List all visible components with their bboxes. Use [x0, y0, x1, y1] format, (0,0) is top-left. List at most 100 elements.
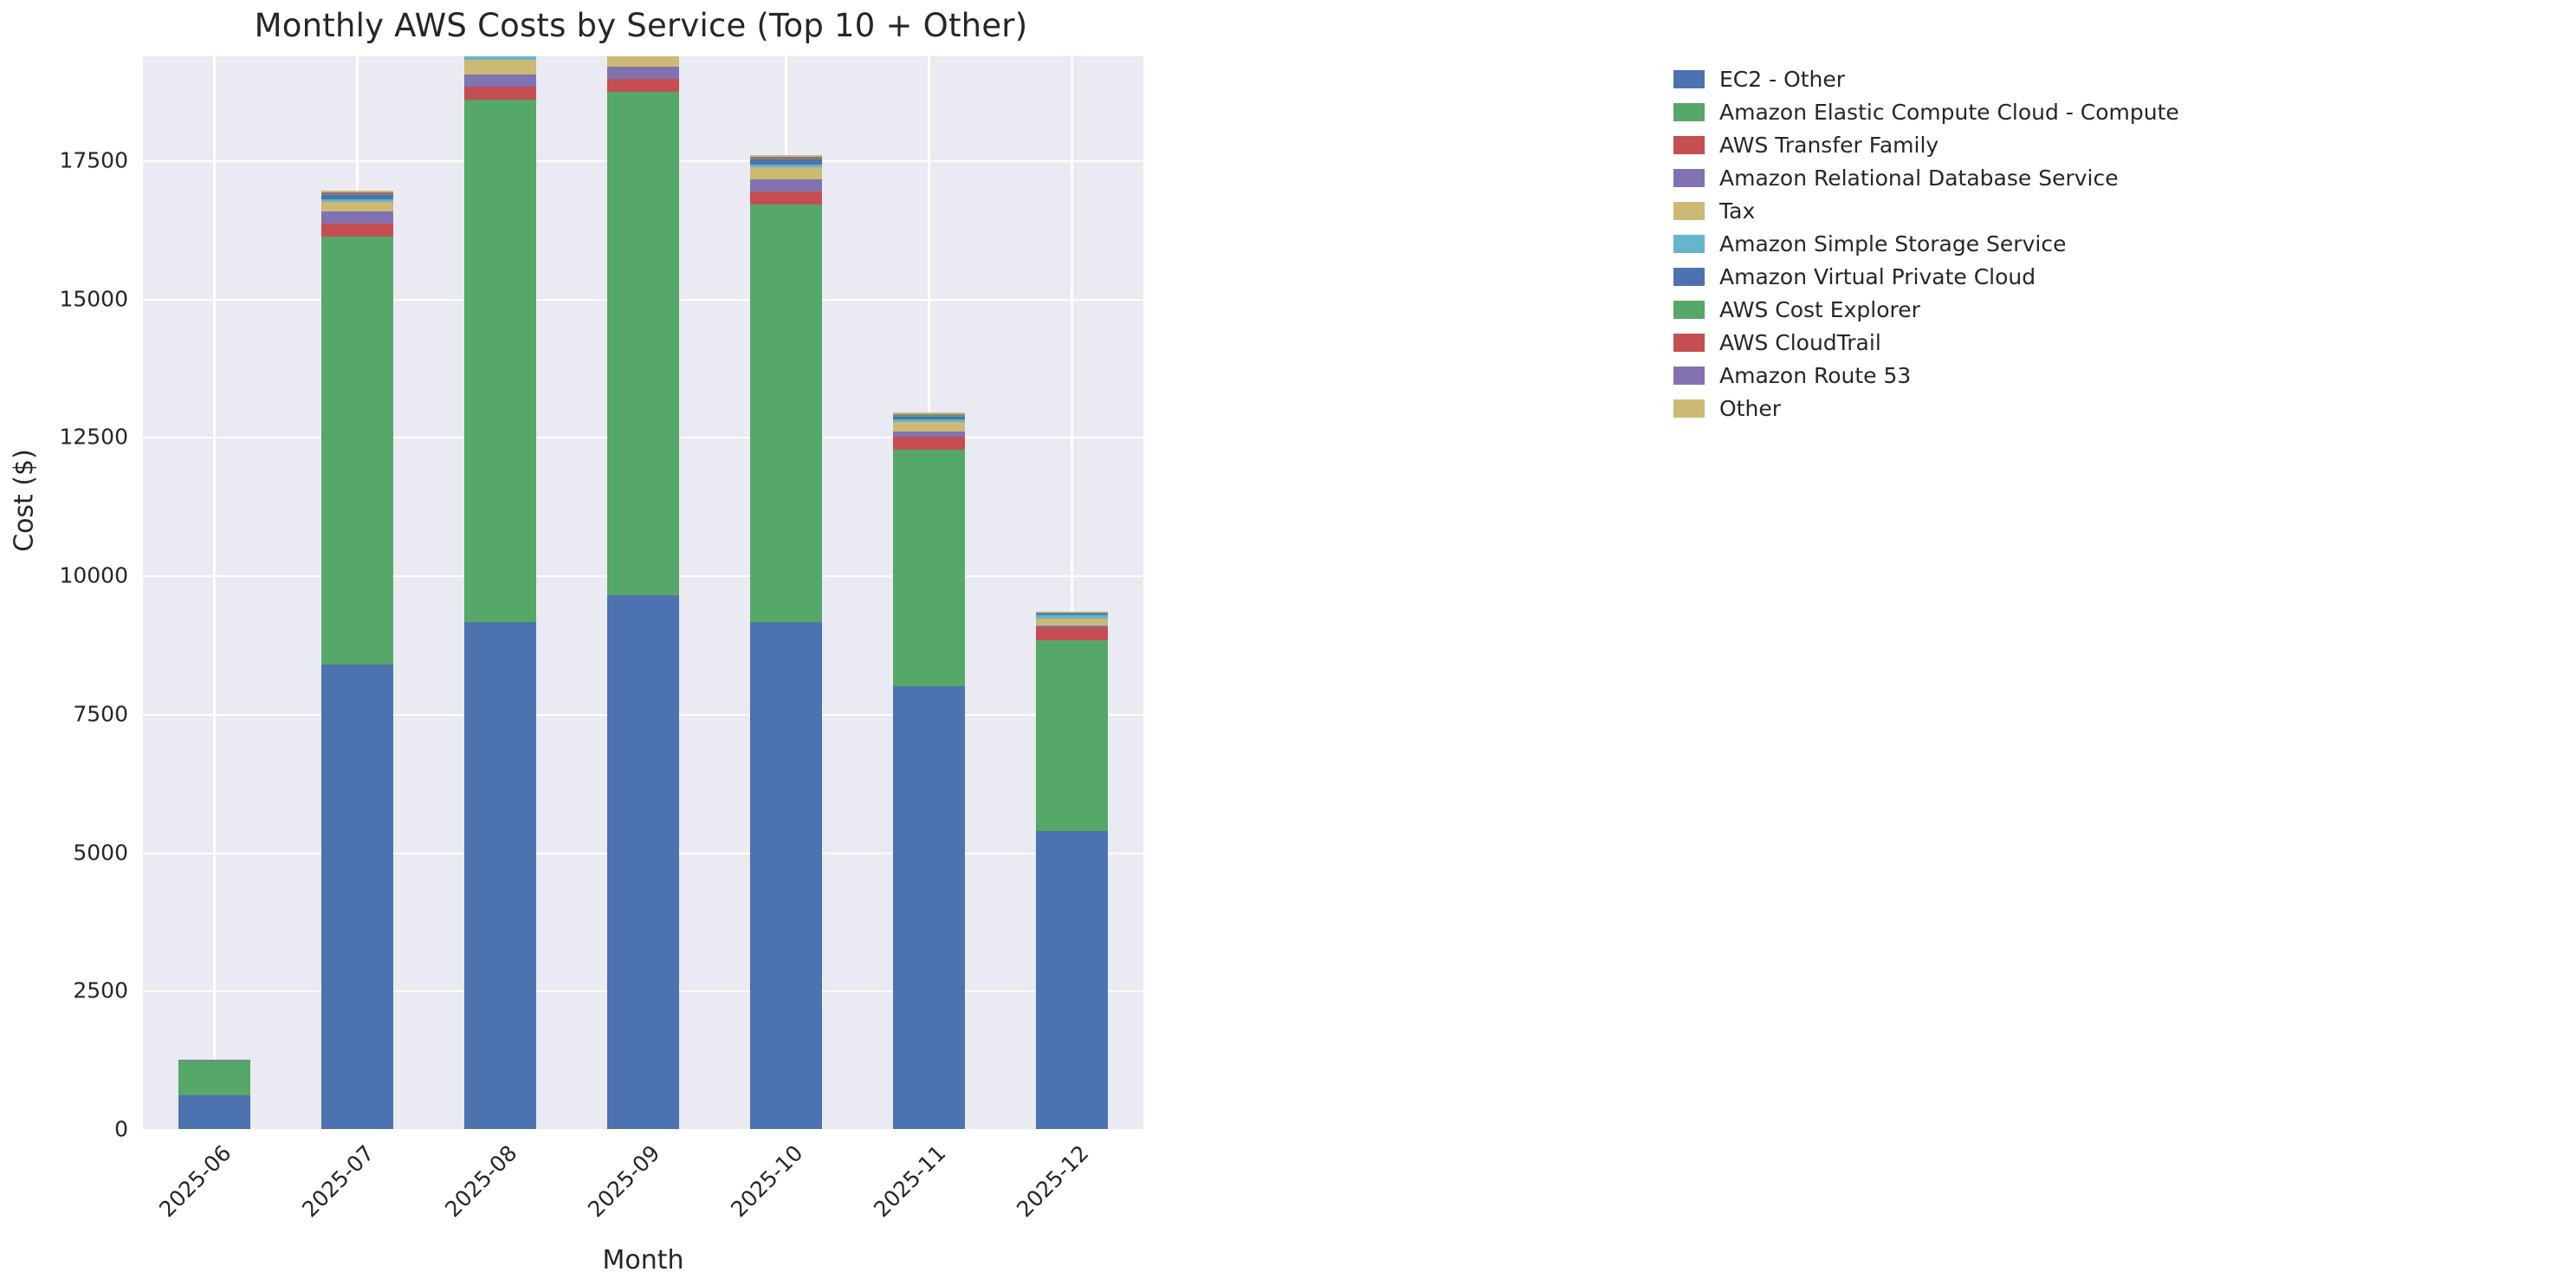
bar-segment[interactable]	[463, 100, 537, 623]
legend-swatch-icon	[1673, 267, 1705, 286]
bar-segment[interactable]	[892, 412, 966, 414]
legend-label: Amazon Route 53	[1719, 362, 1912, 388]
bar-segment[interactable]	[463, 86, 537, 101]
legend-label: Other	[1719, 395, 1781, 421]
bar-segment[interactable]	[320, 223, 394, 237]
bar-segment[interactable]	[892, 419, 966, 423]
y-axis-tick-label: 12500	[59, 424, 128, 450]
bar-segment[interactable]	[1035, 613, 1109, 615]
bar-segment[interactable]	[1035, 830, 1109, 1129]
bar-segment[interactable]	[463, 60, 537, 75]
bar-segment[interactable]	[749, 155, 823, 157]
legend-label: EC2 - Other	[1719, 66, 1846, 92]
legend-item[interactable]: Amazon Virtual Private Cloud	[1673, 260, 2540, 293]
bar-segment[interactable]	[749, 164, 823, 168]
bar-segment[interactable]	[749, 191, 823, 204]
bar-segment[interactable]	[749, 621, 823, 1129]
bar-segment[interactable]	[749, 167, 823, 180]
bar-2025-08[interactable]	[463, 56, 537, 1129]
bar-segment[interactable]	[1035, 625, 1109, 628]
legend-item[interactable]: EC2 - Other	[1673, 62, 2540, 95]
bar-segment[interactable]	[892, 686, 966, 1129]
bar-segment[interactable]	[463, 56, 537, 61]
legend-swatch-icon	[1673, 201, 1705, 220]
plot-area	[143, 56, 1143, 1129]
bar-segment[interactable]	[749, 204, 823, 622]
bar-2025-09[interactable]	[606, 56, 680, 1129]
bar-segment[interactable]	[1035, 640, 1109, 831]
bar-2025-07[interactable]	[320, 56, 394, 1129]
bar-segment[interactable]	[749, 179, 823, 192]
bar-segment[interactable]	[320, 191, 394, 193]
bar-segment[interactable]	[320, 192, 394, 194]
legend-item[interactable]: AWS Transfer Family	[1673, 128, 2540, 161]
bar-segment[interactable]	[606, 67, 680, 79]
bar-segment[interactable]	[1035, 614, 1109, 616]
bar-segment[interactable]	[606, 78, 680, 93]
legend-swatch-icon	[1673, 102, 1705, 121]
legend-swatch-icon	[1673, 135, 1705, 154]
bar-segment[interactable]	[320, 193, 394, 195]
legend-item[interactable]: Amazon Simple Storage Service	[1673, 227, 2540, 260]
bar-segment[interactable]	[1035, 618, 1109, 626]
bar-segment[interactable]	[892, 449, 966, 687]
bar-segment[interactable]	[749, 156, 823, 158]
bar-segment[interactable]	[320, 664, 394, 1129]
bar-segment[interactable]	[320, 211, 394, 224]
legend-item[interactable]: Amazon Elastic Compute Cloud - Compute	[1673, 95, 2540, 128]
legend-swatch-icon	[1673, 366, 1705, 385]
bar-segment[interactable]	[749, 158, 823, 160]
bar-2025-11[interactable]	[892, 56, 966, 1129]
legend-item[interactable]: AWS Cost Explorer	[1673, 293, 2540, 326]
legend-item[interactable]: Amazon Relational Database Service	[1673, 161, 2540, 194]
bar-segment[interactable]	[320, 236, 394, 665]
x-axis-tick-label: 2025-09	[582, 1140, 665, 1223]
legend-item[interactable]: Amazon Route 53	[1673, 359, 2540, 392]
bar-segment[interactable]	[320, 202, 394, 211]
chart-legend: EC2 - Other Amazon Elastic Compute Cloud …	[1673, 62, 2540, 425]
bar-segment[interactable]	[892, 414, 966, 416]
bar-segment[interactable]	[1035, 615, 1109, 619]
bar-segment[interactable]	[178, 1061, 251, 1096]
legend-item[interactable]: Tax	[1673, 194, 2540, 227]
bar-segment[interactable]	[463, 74, 537, 87]
bar-segment[interactable]	[606, 92, 680, 596]
bar-segment[interactable]	[749, 159, 823, 165]
legend-swatch-icon	[1673, 399, 1705, 418]
bar-segment[interactable]	[749, 157, 823, 159]
legend-label: Tax	[1719, 198, 1756, 224]
bar-segment[interactable]	[1035, 627, 1109, 641]
bar-2025-12[interactable]	[1035, 56, 1109, 1129]
bar-2025-06[interactable]	[178, 56, 251, 1129]
bar-segment[interactable]	[463, 622, 537, 1129]
x-axis-tick-label: 2025-06	[153, 1140, 236, 1223]
y-axis-tick-label: 7500	[73, 701, 128, 727]
bar-segment[interactable]	[178, 1060, 251, 1061]
bar-segment[interactable]	[1035, 611, 1109, 613]
legend-item[interactable]: AWS CloudTrail	[1673, 326, 2540, 359]
bar-segment[interactable]	[320, 191, 394, 192]
bar-segment[interactable]	[178, 1095, 251, 1129]
legend-label: AWS Cost Explorer	[1719, 296, 1920, 322]
legend-label: Amazon Simple Storage Service	[1719, 230, 2067, 256]
legend-swatch-icon	[1673, 168, 1705, 187]
bar-segment[interactable]	[606, 595, 680, 1129]
legend-item[interactable]: Other	[1673, 392, 2540, 425]
bar-segment[interactable]	[320, 198, 394, 203]
bar-segment[interactable]	[606, 56, 680, 68]
bar-segment[interactable]	[892, 422, 966, 432]
y-axis-ticks: 0 2500 5000 7500 10000 12500 15000 17500	[0, 0, 128, 1285]
y-axis-tick-label: 15000	[59, 286, 128, 312]
bar-segment[interactable]	[892, 431, 966, 438]
bar-segment[interactable]	[892, 415, 966, 417]
bar-2025-10[interactable]	[749, 56, 823, 1129]
x-axis-tick-label: 2025-11	[868, 1140, 951, 1223]
bar-segment[interactable]	[892, 437, 966, 450]
x-axis-tick-label: 2025-07	[296, 1140, 379, 1223]
bar-segment[interactable]	[892, 416, 966, 419]
chart-title: Monthly AWS Costs by Service (Top 10 + O…	[254, 7, 1028, 44]
y-axis-tick-label: 17500	[59, 147, 128, 173]
bar-segment[interactable]	[320, 194, 394, 199]
bar-segment[interactable]	[892, 413, 966, 415]
